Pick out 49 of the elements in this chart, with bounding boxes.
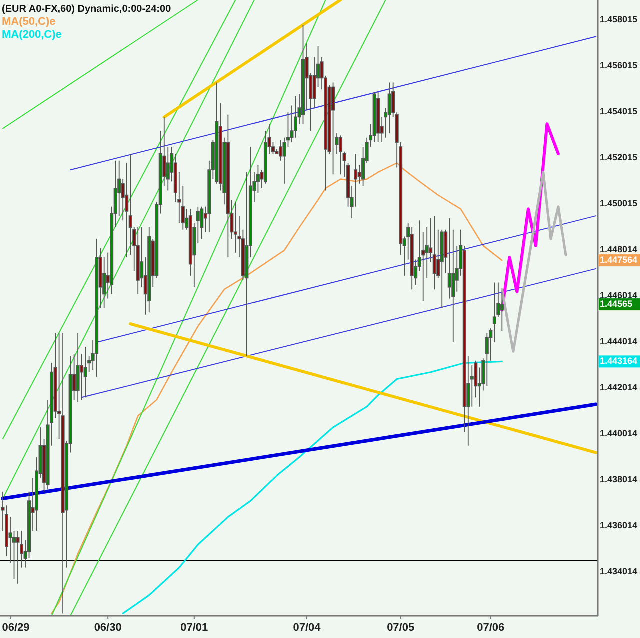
y-tick-label: 1.440014 bbox=[600, 428, 638, 438]
candlestick bbox=[200, 206, 204, 240]
text: MA(50,C)e bbox=[2, 16, 56, 28]
candlestick bbox=[148, 227, 152, 314]
candlestick bbox=[84, 346, 88, 398]
candlestick bbox=[76, 332, 80, 403]
y-tick-label: 1.446014 bbox=[600, 290, 638, 301]
text: MA(200,C)e bbox=[2, 29, 62, 41]
x-tick-label: 07/04 bbox=[293, 622, 322, 634]
candlestick bbox=[410, 227, 414, 290]
y-tick-label: 1.448014 bbox=[600, 244, 638, 255]
y-tick-label: 1.442014 bbox=[600, 382, 638, 392]
y-tick-label: 1.456015 bbox=[600, 60, 638, 71]
candlestick bbox=[95, 238, 99, 378]
candlestick bbox=[485, 332, 489, 387]
y-tick-label: 1.434014 bbox=[600, 566, 638, 576]
line-series bbox=[51, 162, 503, 614]
y-tick-label: 1.438014 bbox=[600, 474, 638, 484]
candlestick bbox=[332, 82, 336, 176]
candlestick bbox=[226, 114, 230, 258]
candlestick bbox=[388, 82, 392, 134]
candlestick bbox=[372, 91, 376, 143]
candlestick bbox=[302, 24, 306, 125]
candlestick bbox=[339, 135, 343, 176]
chart-title: (EUR A0-FX,60) Dynamic,0:00-24:00 bbox=[2, 4, 172, 15]
x-tick-label: 06/29 bbox=[2, 622, 30, 634]
y-tick-label: 1.450015 bbox=[600, 198, 638, 209]
y-tick-label: 1.452015 bbox=[600, 152, 638, 163]
candlestick bbox=[61, 332, 65, 614]
candlestick bbox=[432, 216, 436, 290]
candlestick bbox=[136, 227, 140, 295]
candlestick bbox=[16, 530, 20, 584]
line-series bbox=[500, 171, 568, 353]
candlestick bbox=[376, 91, 380, 143]
text: 1.44565 bbox=[600, 298, 633, 309]
text: 1.447564 bbox=[600, 254, 638, 265]
y-tick-label: 1.458015 bbox=[600, 14, 638, 25]
x-tick-label: 06/30 bbox=[94, 622, 122, 634]
x-tick-label: 07/01 bbox=[180, 622, 208, 634]
x-tick-label: 07/05 bbox=[387, 622, 415, 634]
candlestick bbox=[234, 202, 238, 254]
candlestick bbox=[440, 229, 444, 308]
line-series bbox=[122, 360, 503, 614]
text: 1.443164 bbox=[600, 356, 638, 366]
y-tick-label: 1.444014 bbox=[600, 336, 638, 347]
y-tick-label: 1.436014 bbox=[600, 520, 638, 530]
x-tick-label: 07/06 bbox=[477, 622, 505, 634]
y-tick-label: 1.454015 bbox=[600, 106, 638, 117]
candlestick bbox=[294, 96, 298, 138]
